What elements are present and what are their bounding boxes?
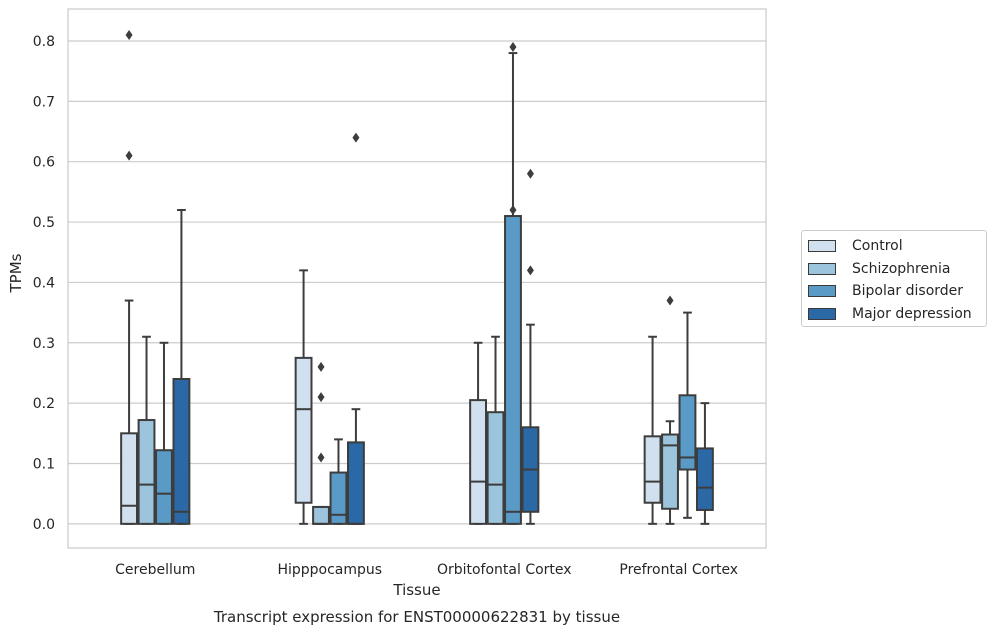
box-control-prefrontal-cortex xyxy=(643,335,662,525)
outlier-point xyxy=(526,168,534,179)
box-major-depression-prefrontal-cortex xyxy=(696,402,714,525)
x-tick-label: Prefrontal Cortex xyxy=(619,562,738,578)
chart-legend: Control Schizophrenia Bipolar disorder Majo… xyxy=(801,230,987,327)
legend-item: Control xyxy=(808,235,980,258)
box-major-depression-cerebellum xyxy=(172,208,191,525)
legend-swatch xyxy=(808,307,836,320)
iqr-box xyxy=(696,447,714,511)
plot-frame xyxy=(67,8,767,549)
outlier-point xyxy=(317,392,325,403)
box-major-depression-orbitofontal-cortex xyxy=(521,168,540,525)
y-tick-labels: 0.0 0.1 0.2 0.3 0.4 0.5 0.6 0.7 0.8 xyxy=(33,34,55,533)
iqr-box xyxy=(486,411,505,525)
iqr-box xyxy=(504,215,522,525)
y-tick-label: 0.1 xyxy=(33,456,55,472)
y-tick-label: 0.0 xyxy=(33,517,55,533)
iqr-box xyxy=(155,449,173,525)
outlier-point xyxy=(317,452,325,463)
iqr-box xyxy=(678,394,697,471)
box-schizophrenia-prefrontal-cortex xyxy=(661,295,679,525)
iqr-box xyxy=(120,432,139,525)
legend-swatch xyxy=(808,285,836,298)
y-tick-label: 0.3 xyxy=(33,336,55,352)
y-tick-label: 0.7 xyxy=(33,94,55,110)
x-tick-label: Cerebellum xyxy=(115,562,195,578)
iqr-box xyxy=(294,356,313,504)
iqr-box xyxy=(347,441,365,525)
legend-label: Major depression xyxy=(852,305,972,322)
y-tick-label: 0.4 xyxy=(33,275,55,291)
legend-label: Schizophrenia xyxy=(852,260,951,277)
box-bipolar-disorder-cerebellum xyxy=(155,341,173,525)
iqr-box xyxy=(329,471,348,525)
iqr-box xyxy=(137,419,156,525)
box-control-cerebellum xyxy=(120,29,139,525)
iqr-box xyxy=(172,377,191,525)
chart-title: Transcript expression for ENST0000062283… xyxy=(213,608,620,626)
iqr-box xyxy=(469,399,487,525)
box-bipolar-disorder-hipppocampus xyxy=(329,438,348,525)
box-schizophrenia-hipppocampus xyxy=(312,361,330,525)
x-tick-label: Hipppocampus xyxy=(277,562,382,578)
y-tick-label: 0.6 xyxy=(33,155,55,171)
x-axis-label: Tissue xyxy=(392,581,440,599)
legend-swatch xyxy=(808,240,836,253)
outlier-point xyxy=(317,361,325,372)
box-bipolar-disorder-orbitofontal-cortex xyxy=(504,42,522,525)
legend-item: Bipolar disorder xyxy=(808,280,980,303)
outlier-point xyxy=(509,204,517,215)
iqr-box xyxy=(643,435,662,504)
outlier-point xyxy=(666,295,674,306)
legend-item: Major depression xyxy=(808,303,980,326)
legend-label: Bipolar disorder xyxy=(852,283,964,300)
box-control-orbitofontal-cortex xyxy=(469,341,487,525)
outlier-point xyxy=(125,150,133,161)
y-tick-label: 0.5 xyxy=(33,215,55,231)
outlier-point xyxy=(352,132,360,143)
legend-label: Control xyxy=(852,238,903,255)
box-bipolar-disorder-prefrontal-cortex xyxy=(678,311,697,519)
outlier-point xyxy=(526,265,534,276)
x-tick-labels: Cerebellum Hipppocampus Orbitofontal Corte… xyxy=(115,562,738,578)
y-tick-label: 0.8 xyxy=(33,34,55,50)
iqr-box xyxy=(661,433,679,510)
x-tick-label: Orbitofontal Cortex xyxy=(437,562,572,578)
legend-swatch xyxy=(808,262,836,275)
y-axis-label: TPMs xyxy=(7,253,25,293)
outlier-point xyxy=(125,29,133,40)
box-major-depression-hipppocampus xyxy=(347,132,365,525)
box-schizophrenia-orbitofontal-cortex xyxy=(486,335,505,525)
legend-item: Schizophrenia xyxy=(808,258,980,281)
y-tick-label: 0.2 xyxy=(33,396,55,412)
box-control-hipppocampus xyxy=(294,269,313,525)
box-groups xyxy=(120,29,714,525)
outlier-point xyxy=(509,42,517,53)
box-schizophrenia-cerebellum xyxy=(137,335,156,525)
iqr-box xyxy=(312,505,330,525)
